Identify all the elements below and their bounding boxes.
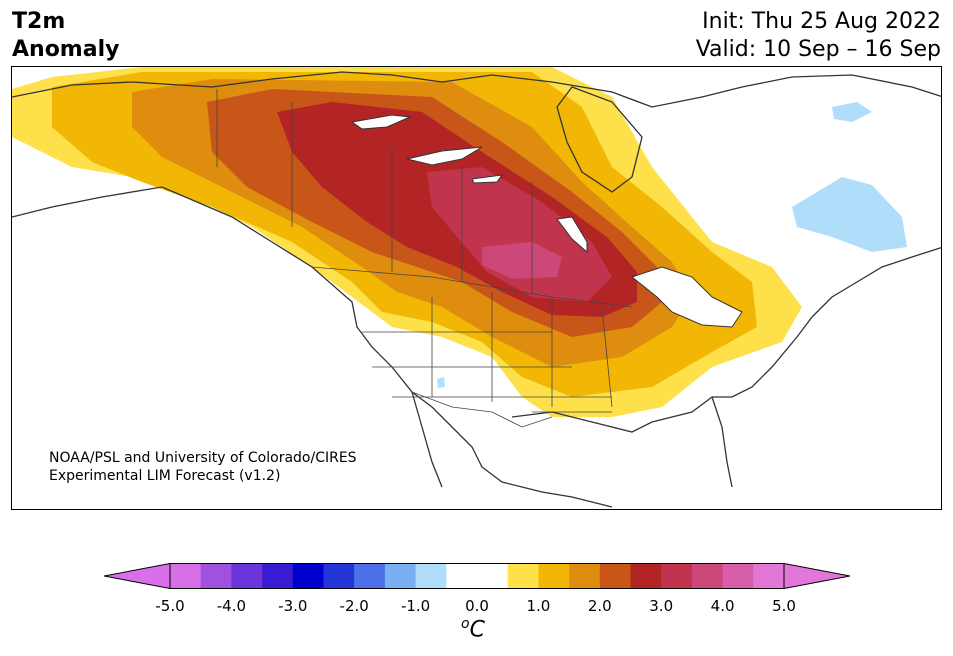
state-lines <box>362 292 613 413</box>
forecast-dates: Init: Thu 25 Aug 2022 Valid: 10 Sep – 16… <box>696 8 941 64</box>
colorbar-tick-label: 1.0 <box>526 597 551 615</box>
colorbar-swatch <box>415 563 447 589</box>
unit-degree-symbol: o <box>461 616 470 632</box>
lake-great-slave <box>406 146 483 166</box>
florida <box>711 396 733 488</box>
coastlines <box>12 71 941 508</box>
colorbar-tick-label: -2.0 <box>339 597 369 615</box>
lake-athabasca <box>471 174 504 184</box>
credit-line1: NOAA/PSL and University of Colorado/CIRE… <box>49 450 357 466</box>
colorbar-tick-label: 3.0 <box>649 597 674 615</box>
political-borders <box>216 89 633 428</box>
colorbar-swatch <box>599 563 631 589</box>
colorbar-tick-label: 2.0 <box>587 597 612 615</box>
colorbar-swatch <box>477 563 509 589</box>
colorbar-swatch <box>231 563 263 589</box>
colorbar-tick-label: -1.0 <box>400 597 431 615</box>
colorbar-ticks: -5.0 -4.0 -3.0 -2.0 -1.0 0.0 1.0 2.0 3.0 4.0 5.0 <box>0 597 953 617</box>
colorbar-swatch <box>630 563 662 589</box>
band-3-5 <box>482 242 562 279</box>
colorbar-swatch <box>753 563 785 589</box>
anomaly-shading <box>12 67 907 417</box>
colorbar-tick-label: -4.0 <box>216 597 247 615</box>
great-lakes <box>630 266 743 328</box>
colorbar-unit: oC <box>461 616 485 642</box>
cold-band-labrador <box>792 177 907 252</box>
title-variable-line2: Anomaly <box>12 37 120 62</box>
colorbar-svg <box>103 562 851 590</box>
colorbar-tick-label: -5.0 <box>155 597 185 615</box>
lakes <box>350 114 743 328</box>
map-title: T2m Anomaly <box>12 8 119 64</box>
title-variable-line1: T2m <box>12 9 66 34</box>
pacific-coast <box>12 186 613 508</box>
colorbar-swatch <box>569 563 601 589</box>
band-3-0 <box>427 167 612 302</box>
cold-spot-az <box>437 377 445 388</box>
colorbar-swatch <box>722 563 754 589</box>
colorbar-swatch <box>538 563 570 589</box>
colorbar-swatch <box>691 563 724 589</box>
credit-text: NOAA/PSL and University of Colorado/CIRE… <box>49 449 357 485</box>
cold-band-baffin <box>832 102 872 122</box>
colorbar-swatch <box>170 563 202 589</box>
colorbar <box>103 562 851 593</box>
hudson-bay <box>556 86 643 193</box>
lake-great-bear <box>350 114 412 130</box>
canada-us-border <box>311 266 633 308</box>
baja <box>411 391 443 488</box>
lake-winnipeg <box>556 216 588 254</box>
east-coast <box>811 246 941 318</box>
colorbar-tick-label: 5.0 <box>772 597 796 615</box>
arctic-coast <box>12 71 941 108</box>
colorbar-swatch <box>200 563 232 589</box>
colorbar-swatch <box>292 563 324 589</box>
colorbar-overflow-triangle <box>783 562 851 590</box>
colorbar-swatch <box>384 563 417 589</box>
colorbar-tick-label: -3.0 <box>278 597 308 615</box>
colorbar-swatch <box>507 563 539 589</box>
colorbar-underflow-triangle <box>103 562 171 590</box>
valid-period: Valid: 10 Sep – 16 Sep <box>695 37 941 62</box>
init-date: Init: Thu 25 Aug 2022 <box>702 9 941 34</box>
anomaly-map <box>11 66 942 510</box>
colorbar-swatch <box>661 563 693 589</box>
us-mexico-border <box>411 391 553 428</box>
gulf-coast <box>511 316 813 433</box>
credit-line2: Experimental LIM Forecast (v1.2) <box>49 468 281 484</box>
colorbar-swatch <box>446 563 478 589</box>
colorbar-swatch <box>262 563 294 589</box>
unit-label: C <box>469 617 485 643</box>
colorbar-swatch <box>354 563 386 589</box>
map-canvas <box>12 67 941 508</box>
colorbar-swatch <box>323 563 355 589</box>
province-lines <box>291 102 533 295</box>
colorbar-tick-label: 0.0 <box>465 597 489 615</box>
colorbar-tick-label: 4.0 <box>710 597 735 615</box>
